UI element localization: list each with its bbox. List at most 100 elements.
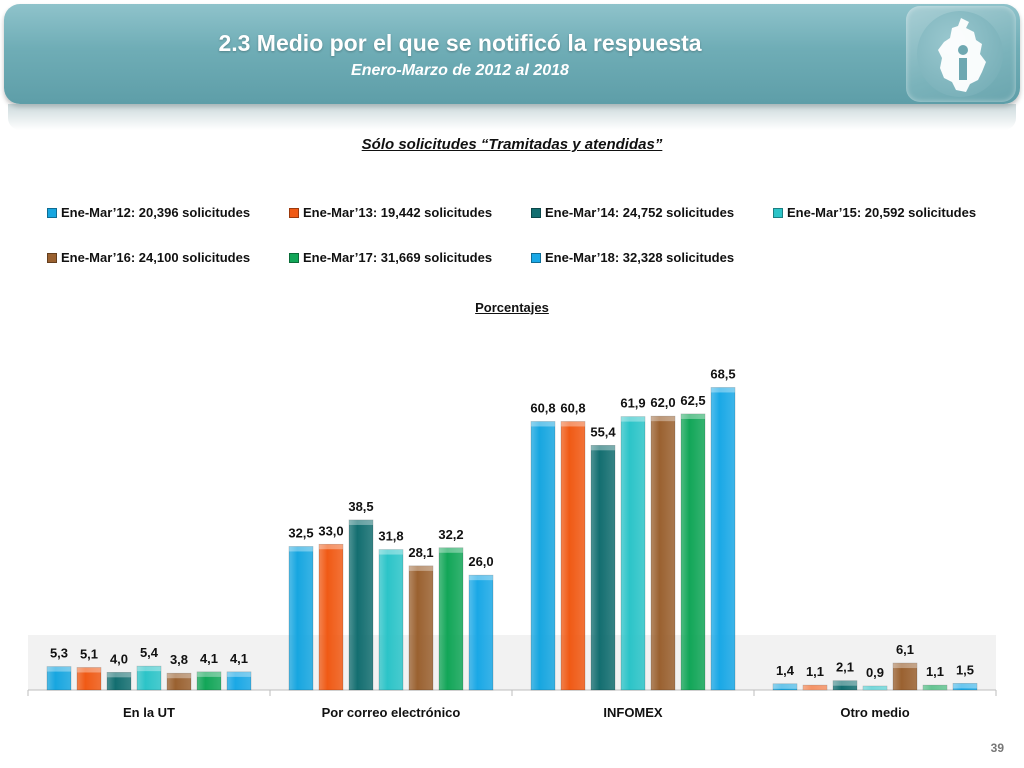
data-label: 3,8 <box>170 652 188 667</box>
category-label: INFOMEX <box>603 705 663 720</box>
bar <box>530 421 556 691</box>
category-label: En la UT <box>123 705 175 720</box>
bar <box>348 519 374 691</box>
data-label: 5,3 <box>50 646 68 661</box>
legend-swatch <box>531 207 541 218</box>
bar <box>468 574 494 691</box>
data-label: 60,8 <box>530 400 555 415</box>
legend-item: Ene-Mar’15: 20,592 solicitudes <box>773 205 976 220</box>
bar-cap <box>953 683 977 689</box>
page-subtitle: Enero-Marzo de 2012 al 2018 <box>351 62 569 79</box>
bar-cap <box>379 549 403 555</box>
legend-item: Ene-Mar’18: 32,328 solicitudes <box>531 250 734 265</box>
bar-cap <box>591 445 615 451</box>
data-label: 1,1 <box>806 664 824 679</box>
data-label: 0,9 <box>866 665 884 680</box>
bar <box>106 672 132 691</box>
bar <box>378 549 404 691</box>
bar <box>802 684 828 691</box>
data-label: 2,1 <box>836 660 854 675</box>
legend-label: Ene-Mar’18: 32,328 solicitudes <box>545 250 735 265</box>
bar-cap <box>923 685 947 690</box>
legend-label: Ene-Mar’12: 20,396 solicitudes <box>61 205 251 220</box>
bar <box>952 683 978 691</box>
legend-item: Ene-Mar’16: 24,100 solicitudes <box>47 250 250 265</box>
bar-cap <box>621 416 645 422</box>
bar <box>922 684 948 691</box>
cdmx-map-logo-icon <box>938 18 986 92</box>
bar <box>590 445 616 691</box>
bar <box>680 413 706 691</box>
data-label: 60,8 <box>560 400 585 415</box>
bar <box>136 665 162 691</box>
bar-cap <box>137 666 161 672</box>
bar-cap <box>773 683 797 689</box>
data-label: 33,0 <box>318 523 343 538</box>
data-label: 38,5 <box>348 499 373 514</box>
data-label: 6,1 <box>896 642 914 657</box>
data-label: 68,5 <box>710 366 735 381</box>
legend-swatch <box>47 252 57 263</box>
bar <box>650 415 676 691</box>
bar <box>288 546 314 691</box>
bar-cap <box>439 547 463 553</box>
bar-cap <box>681 413 705 419</box>
bar-cap <box>197 671 221 677</box>
bar-cap <box>409 565 433 571</box>
bar-cap <box>531 421 555 427</box>
units-label: Porcentajes <box>475 300 549 315</box>
page-number: 39 <box>990 741 1004 755</box>
data-label: 31,8 <box>378 529 403 544</box>
legend-label: Ene-Mar’17: 31,669 solicitudes <box>303 250 493 265</box>
bar-cap <box>227 671 251 677</box>
data-label: 4,1 <box>230 651 248 666</box>
bar-cap <box>651 416 675 422</box>
bar <box>166 672 192 691</box>
legend-label: Ene-Mar’13: 19,442 solicitudes <box>303 205 493 220</box>
bar-cap <box>349 519 373 525</box>
data-label: 5,4 <box>140 645 159 660</box>
bar <box>862 685 888 691</box>
legend-label: Ene-Mar’16: 24,100 solicitudes <box>61 250 251 265</box>
bar <box>438 547 464 691</box>
bar <box>772 683 798 691</box>
bar <box>46 666 72 691</box>
bar-cap <box>167 673 191 679</box>
data-label: 55,4 <box>590 424 616 439</box>
bar <box>892 662 918 691</box>
data-label: 1,4 <box>776 663 795 678</box>
bar-cap <box>863 686 887 690</box>
page-title: 2.3 Medio por el que se notificó la resp… <box>218 30 702 56</box>
bar-cap <box>833 680 857 686</box>
legend-item: Ene-Mar’13: 19,442 solicitudes <box>289 205 492 220</box>
legend-label: Ene-Mar’15: 20,592 solicitudes <box>787 205 977 220</box>
data-label: 61,9 <box>620 396 645 411</box>
bar-cap <box>319 544 343 550</box>
bar <box>196 671 222 691</box>
data-label: 62,0 <box>650 395 675 410</box>
bar-cap <box>803 685 827 690</box>
bar <box>76 667 102 691</box>
legend-swatch <box>531 252 541 263</box>
data-label: 1,1 <box>926 664 944 679</box>
data-label: 1,5 <box>956 662 974 677</box>
bar-cap <box>561 421 585 427</box>
bar <box>620 416 646 691</box>
category-label: Por correo electrónico <box>322 705 461 720</box>
bar <box>710 387 736 691</box>
category-label: Otro medio <box>840 705 909 720</box>
logo-box <box>906 6 1016 102</box>
bar-cap <box>107 672 131 678</box>
bar-cap <box>711 387 735 393</box>
bar <box>560 421 586 691</box>
data-label: 5,1 <box>80 646 98 661</box>
legend-item: Ene-Mar’12: 20,396 solicitudes <box>47 205 250 220</box>
legend-swatch <box>289 207 299 218</box>
bar <box>832 680 858 691</box>
bar <box>318 543 344 691</box>
data-label: 28,1 <box>408 545 433 560</box>
bar <box>408 565 434 691</box>
data-label: 32,5 <box>288 525 313 540</box>
header-band <box>4 4 1020 104</box>
data-label: 32,2 <box>438 527 463 542</box>
